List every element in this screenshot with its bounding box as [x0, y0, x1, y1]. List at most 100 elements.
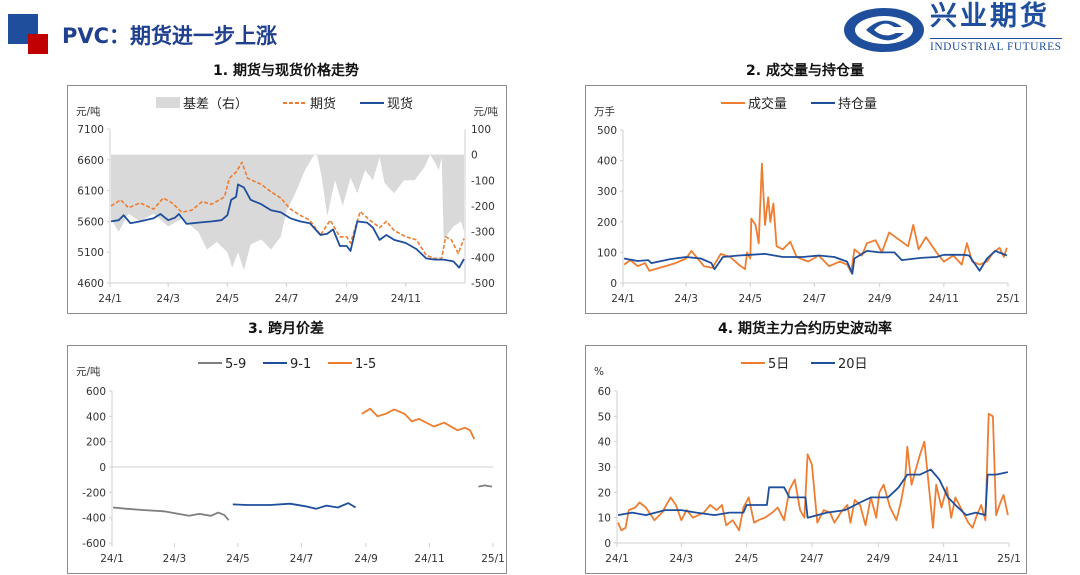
y-tick-label: 300	[597, 186, 617, 198]
x-tick-label: 24/5	[216, 293, 240, 305]
x-tick-label: 24/1	[100, 553, 124, 565]
y-axis-unit: %	[594, 366, 604, 378]
y-tick-label: 5600	[77, 216, 104, 228]
logo-mark-icon	[844, 8, 924, 52]
series-line-2	[361, 407, 476, 440]
y-tick-label: 50	[598, 411, 611, 423]
series-line-0	[617, 412, 1009, 532]
chart-spread: -600 -400 -200 0 200 400 600 24/1 24/3 24/5 24/7 24…	[67, 345, 507, 574]
legend-label: 持仓量	[838, 97, 877, 112]
x-tick-label: 24/3	[674, 293, 698, 305]
x-tick-label: 24/7	[803, 293, 827, 305]
y-tick-label: 400	[597, 156, 617, 168]
x-tick-label: 25/1	[481, 553, 505, 565]
series-line-1	[623, 249, 1008, 275]
y-right-tick-label: -200	[471, 201, 495, 213]
series-area-0	[110, 153, 465, 271]
legend-label: 5日	[768, 357, 789, 372]
y-tick-label: 0	[99, 462, 106, 474]
y-tick-label: -600	[82, 538, 106, 550]
chart-volume-oi: 0 100 200 300 400 500 24/1 24/3 24/5 24/7 24/9 24/1…	[585, 85, 1027, 314]
y-right-tick-label: -400	[471, 252, 495, 264]
y-tick-label: 200	[597, 217, 617, 229]
y-right-tick-label: 100	[471, 124, 491, 136]
x-tick-label: 24/7	[290, 553, 314, 565]
legend-label: 1-5	[355, 357, 376, 372]
chart-svg: 0 100 200 300 400 500 24/1 24/3 24/5 24/7 24/9 24/1…	[594, 96, 1020, 305]
x-tick-label: 25/1	[997, 553, 1021, 565]
y-right-tick-label: 0	[471, 150, 478, 162]
y-tick-label: 0	[610, 278, 617, 290]
x-tick-label: 24/11	[391, 293, 421, 305]
y-axis-unit: 元/吨	[76, 105, 101, 118]
logo-text-cn: 兴业期货	[930, 1, 1050, 32]
x-tick-label: 24/5	[738, 293, 762, 305]
y-axis-unit: 万手	[594, 105, 615, 118]
series-line-0	[112, 506, 230, 521]
series-line-0	[478, 484, 493, 488]
logo-text-en: INDUSTRIAL FUTURES	[930, 38, 1062, 54]
series-line-1	[617, 468, 1009, 519]
y-tick-label: 400	[86, 411, 106, 423]
x-tick-label: 24/1	[98, 293, 122, 305]
y-right-axis-unit: 元/吨	[473, 105, 498, 118]
legend-label: 基差（右）	[183, 97, 248, 112]
x-tick-label: 24/11	[414, 553, 444, 565]
y-tick-label: 60	[598, 386, 611, 398]
y-tick-label: 200	[86, 437, 106, 449]
header-square-red	[28, 34, 48, 54]
y-tick-label: -200	[82, 487, 106, 499]
x-tick-label: 24/9	[354, 553, 378, 565]
y-right-tick-label: -500	[471, 278, 495, 290]
legend-label: 期货	[310, 96, 336, 112]
y-tick-label: 30	[598, 462, 611, 474]
series-line-2	[110, 183, 465, 269]
legend-swatch	[156, 97, 180, 108]
y-tick-label: 600	[86, 386, 106, 398]
y-tick-label: 10	[598, 513, 611, 525]
x-tick-label: 24/7	[275, 293, 299, 305]
chart-volatility: 0 10 20 30 40 50 60 24/1 24/3 24/5 24/7 24/9 24/11 25…	[585, 345, 1027, 574]
x-tick-label: 24/11	[929, 553, 959, 565]
y-tick-label: 0	[604, 538, 611, 550]
chart-title-2: 2. 成交量与持仓量	[746, 63, 864, 79]
x-tick-label: 24/9	[867, 553, 891, 565]
y-tick-label: 6600	[77, 155, 104, 167]
chart-price: 4600 5100 5600 6100 6600 7100 -500 -400 -300 -200…	[67, 85, 507, 314]
x-tick-label: 24/11	[929, 293, 959, 305]
y-tick-label: 4600	[77, 278, 104, 290]
chart-svg: -600 -400 -200 0 200 400 600 24/1 24/3 24/5 24/7 24…	[76, 357, 505, 565]
y-tick-label: 100	[597, 247, 617, 259]
x-tick-label: 24/1	[605, 553, 629, 565]
y-tick-label: 6100	[77, 186, 104, 198]
x-tick-label: 24/5	[735, 553, 759, 565]
x-tick-label: 24/3	[669, 553, 693, 565]
x-tick-label: 24/7	[800, 553, 824, 565]
series-line-1	[232, 502, 357, 510]
y-tick-label: 40	[598, 437, 611, 449]
chart-svg: 0 10 20 30 40 50 60 24/1 24/3 24/5 24/7 24/9 24/11 25…	[594, 357, 1021, 565]
chart-title-1: 1. 期货与现货价格走势	[213, 63, 359, 79]
x-tick-label: 24/1	[611, 293, 635, 305]
y-tick-label: 5100	[77, 247, 104, 259]
x-tick-label: 24/5	[226, 553, 250, 565]
chart-svg: 4600 5100 5600 6100 6600 7100 -500 -400 -300 -200…	[76, 96, 498, 305]
legend-label: 9-1	[290, 357, 311, 372]
x-tick-label: 24/3	[163, 553, 187, 565]
y-tick-label: 500	[597, 125, 617, 137]
legend-label: 5-9	[225, 357, 246, 372]
y-tick-label: 20	[598, 487, 611, 499]
legend-label: 20日	[838, 357, 868, 372]
legend-label: 现货	[387, 96, 413, 112]
y-tick-label: -400	[82, 513, 106, 525]
y-axis-unit: 元/吨	[76, 365, 101, 378]
chart-title-4: 4. 期货主力合约历史波动率	[718, 321, 892, 337]
y-right-tick-label: -300	[471, 227, 495, 239]
x-tick-label: 24/3	[156, 293, 180, 305]
page-title: PVC：期货进一步上涨	[62, 24, 278, 48]
x-tick-label: 25/1	[996, 293, 1020, 305]
company-logo: 兴业期货 INDUSTRIAL FUTURES	[842, 2, 1080, 58]
y-tick-label: 7100	[77, 124, 104, 136]
x-tick-label: 24/9	[335, 293, 359, 305]
series-line-1	[110, 161, 465, 260]
